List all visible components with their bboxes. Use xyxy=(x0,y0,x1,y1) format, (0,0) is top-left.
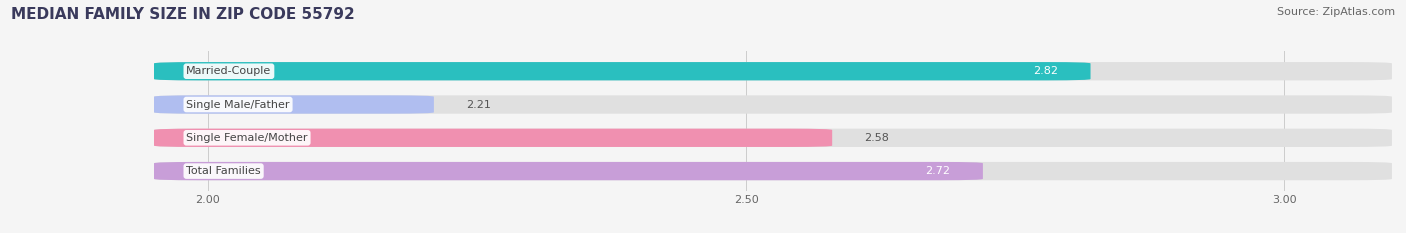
Text: Single Female/Mother: Single Female/Mother xyxy=(186,133,308,143)
FancyBboxPatch shape xyxy=(155,62,1091,80)
FancyBboxPatch shape xyxy=(155,162,983,180)
Text: Source: ZipAtlas.com: Source: ZipAtlas.com xyxy=(1277,7,1395,17)
Text: 2.72: 2.72 xyxy=(925,166,950,176)
FancyBboxPatch shape xyxy=(155,95,1392,114)
Text: Single Male/Father: Single Male/Father xyxy=(186,99,290,110)
Text: MEDIAN FAMILY SIZE IN ZIP CODE 55792: MEDIAN FAMILY SIZE IN ZIP CODE 55792 xyxy=(11,7,354,22)
Text: 2.82: 2.82 xyxy=(1033,66,1059,76)
FancyBboxPatch shape xyxy=(155,129,832,147)
Text: 2.58: 2.58 xyxy=(865,133,890,143)
FancyBboxPatch shape xyxy=(155,129,1392,147)
FancyBboxPatch shape xyxy=(155,162,1392,180)
FancyBboxPatch shape xyxy=(155,95,434,114)
Text: 2.21: 2.21 xyxy=(467,99,491,110)
FancyBboxPatch shape xyxy=(155,62,1392,80)
Text: Married-Couple: Married-Couple xyxy=(186,66,271,76)
Text: Total Families: Total Families xyxy=(186,166,262,176)
